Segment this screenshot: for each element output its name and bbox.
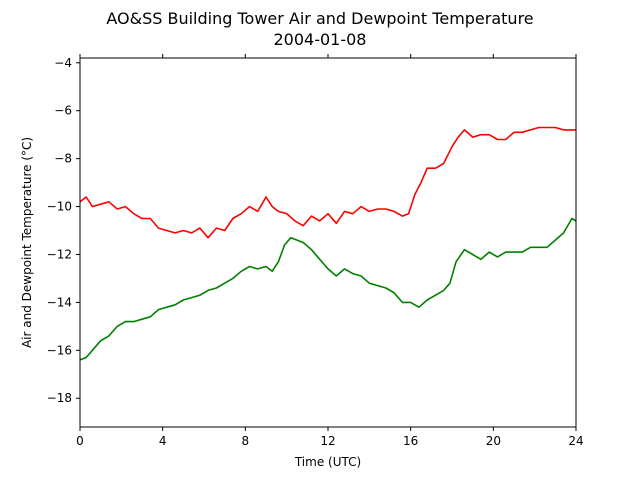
series-line-1 [79,217,577,361]
x-tick-label: 20 [486,434,501,448]
y-tick-label: −14 [47,295,72,309]
x-tick-label: 0 [76,434,84,448]
x-tick-label: 16 [403,434,418,448]
series-layer [79,126,577,361]
chart-title: AO&SS Building Tower Air and Dewpoint Te… [106,9,533,28]
y-tick-label: −4 [54,56,72,70]
ticks-layer: 0 4 8 12 16 20 24 −18 −16 −14 −12 −10 −8 −6 −4 [47,54,584,448]
x-tick-label: 8 [242,434,250,448]
y-tick-label: −10 [47,200,72,214]
x-tick-label: 12 [320,434,335,448]
y-tick-label: −6 [54,104,72,118]
y-tick-label: −8 [54,152,72,166]
series-line-0 [79,126,576,239]
x-tick-label: 4 [159,434,167,448]
chart-subtitle: 2004-01-08 [274,30,367,49]
x-tick-label: 24 [568,434,583,448]
y-tick-label: −18 [47,391,72,405]
y-axis-label: Air and Dewpoint Temperature (°C) [20,137,34,348]
x-axis-label: Time (UTC) [294,455,361,469]
y-tick-label: −16 [47,343,72,357]
y-tick-label: −12 [47,247,72,261]
plot-frame [79,57,577,428]
